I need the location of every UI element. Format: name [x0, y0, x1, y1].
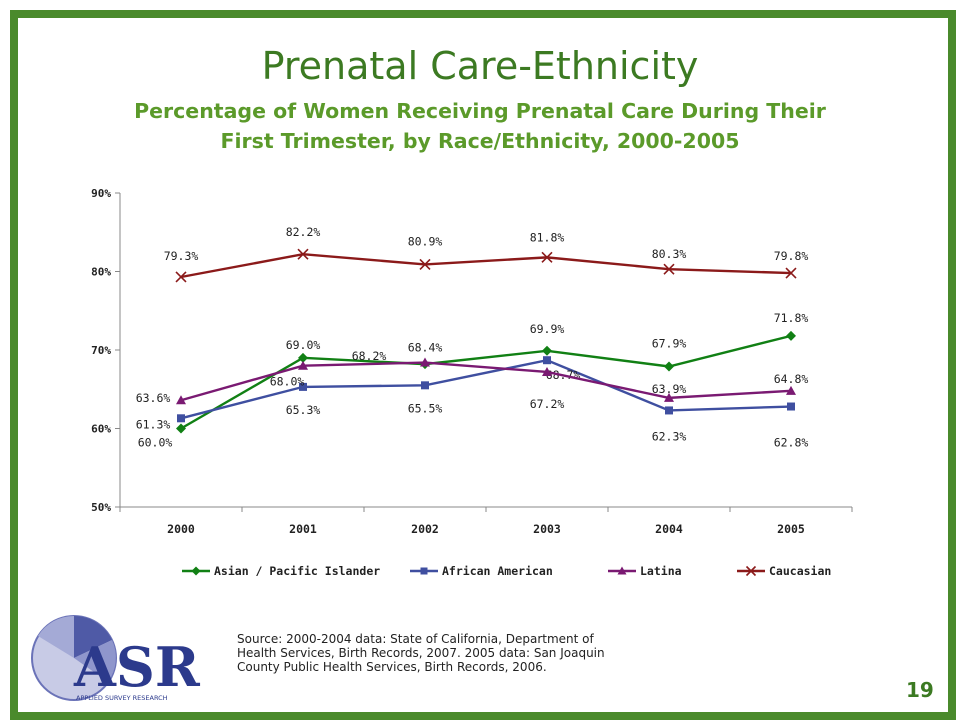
data-point — [420, 357, 430, 367]
y-tick-label: 60% — [91, 423, 111, 436]
data-label: 65.5% — [408, 401, 443, 415]
source-note: Source: 2000-2004 data: State of Califor… — [237, 632, 677, 674]
x-tick-label: 2005 — [777, 522, 805, 536]
subtitle-line-1: Percentage of Women Receiving Prenatal C… — [134, 99, 826, 123]
data-label: 68.2% — [352, 349, 387, 363]
series-line — [180, 253, 792, 279]
y-tick-label: 80% — [91, 266, 111, 279]
data-label: 65.3% — [286, 403, 321, 417]
slide-title: Prenatal Care-Ethnicity — [261, 44, 699, 88]
series-line — [180, 361, 792, 402]
data-label: 79.3% — [164, 249, 199, 263]
data-label: 64.8% — [774, 372, 809, 386]
data-label: 61.3% — [136, 417, 171, 431]
data-label: 67.2% — [530, 397, 565, 411]
data-point — [787, 402, 795, 411]
data-label: 68.0% — [270, 375, 305, 389]
y-tick-label: 50% — [91, 501, 111, 514]
y-tick-label: 90% — [91, 187, 111, 200]
data-point — [175, 271, 187, 283]
data-point — [664, 361, 674, 372]
legend-marker — [617, 566, 627, 575]
y-tick-label: 70% — [91, 344, 111, 357]
data-label: 80.3% — [652, 247, 687, 261]
data-label: 82.2% — [286, 225, 321, 239]
legend-marker — [745, 565, 757, 577]
page-number: 19 — [906, 678, 934, 702]
data-point — [297, 248, 309, 260]
data-label: 62.3% — [652, 429, 687, 443]
logo-letters: ASR — [73, 635, 201, 699]
data-label: 63.6% — [136, 391, 171, 405]
x-tick-label: 2001 — [289, 522, 317, 536]
data-label: 79.8% — [774, 249, 809, 263]
data-point — [663, 263, 675, 275]
data-point — [176, 395, 186, 405]
data-point — [541, 251, 553, 263]
source-line-1: Source: 2000-2004 data: State of Califor… — [237, 632, 594, 646]
data-label: 60.0% — [138, 436, 173, 450]
data-point — [177, 414, 185, 423]
data-label: 71.8% — [774, 311, 809, 325]
data-label: 69.9% — [530, 322, 565, 336]
legend-label: Caucasian — [769, 564, 831, 578]
series-line — [180, 358, 792, 420]
source-line-3: County Public Health Services, Birth Rec… — [237, 660, 547, 674]
subtitle-line-2: First Trimester, by Race/Ethnicity, 2000… — [220, 129, 740, 153]
data-point — [299, 382, 307, 391]
data-point — [665, 406, 673, 415]
asr-logo: ASR APPLIED SURVEY RESEARCH — [28, 612, 228, 711]
data-label: 67.9% — [652, 336, 687, 350]
x-tick-label: 2002 — [411, 522, 439, 536]
data-point — [786, 330, 796, 341]
x-tick-label: 2000 — [167, 522, 195, 536]
data-point — [543, 356, 551, 365]
data-point — [176, 423, 186, 434]
data-label: 81.8% — [530, 230, 565, 244]
data-point — [786, 385, 796, 395]
data-point — [542, 366, 552, 376]
x-tick-label: 2004 — [655, 522, 683, 536]
data-label: 62.8% — [774, 436, 809, 450]
data-point — [298, 360, 308, 370]
slide-frame — [10, 10, 956, 720]
legend-marker — [420, 567, 428, 575]
data-point — [664, 392, 674, 402]
series-line — [180, 334, 792, 430]
data-point — [785, 267, 797, 279]
data-point — [542, 345, 552, 356]
asr-logo-graphic: ASR APPLIED SURVEY RESEARCH — [31, 615, 201, 702]
legend-label: Latina — [640, 564, 682, 578]
data-label: 69.0% — [286, 338, 321, 352]
data-label: 68.4% — [408, 341, 443, 355]
data-point — [421, 381, 429, 390]
legend-label: Asian / Pacific Islander — [214, 564, 380, 578]
data-point — [419, 258, 431, 271]
source-line-2: Health Services, Birth Records, 2007. 20… — [237, 646, 605, 660]
x-tick-label: 2003 — [533, 522, 561, 536]
chart-subtitle: Percentage of Women Receiving Prenatal C… — [60, 96, 900, 156]
data-label: 80.9% — [408, 234, 443, 248]
data-label: 63.9% — [652, 382, 687, 396]
logo-subtext: APPLIED SURVEY RESEARCH — [76, 694, 168, 702]
legend-marker — [191, 566, 201, 576]
data-point — [298, 352, 308, 363]
legend-label: African American — [442, 564, 553, 578]
